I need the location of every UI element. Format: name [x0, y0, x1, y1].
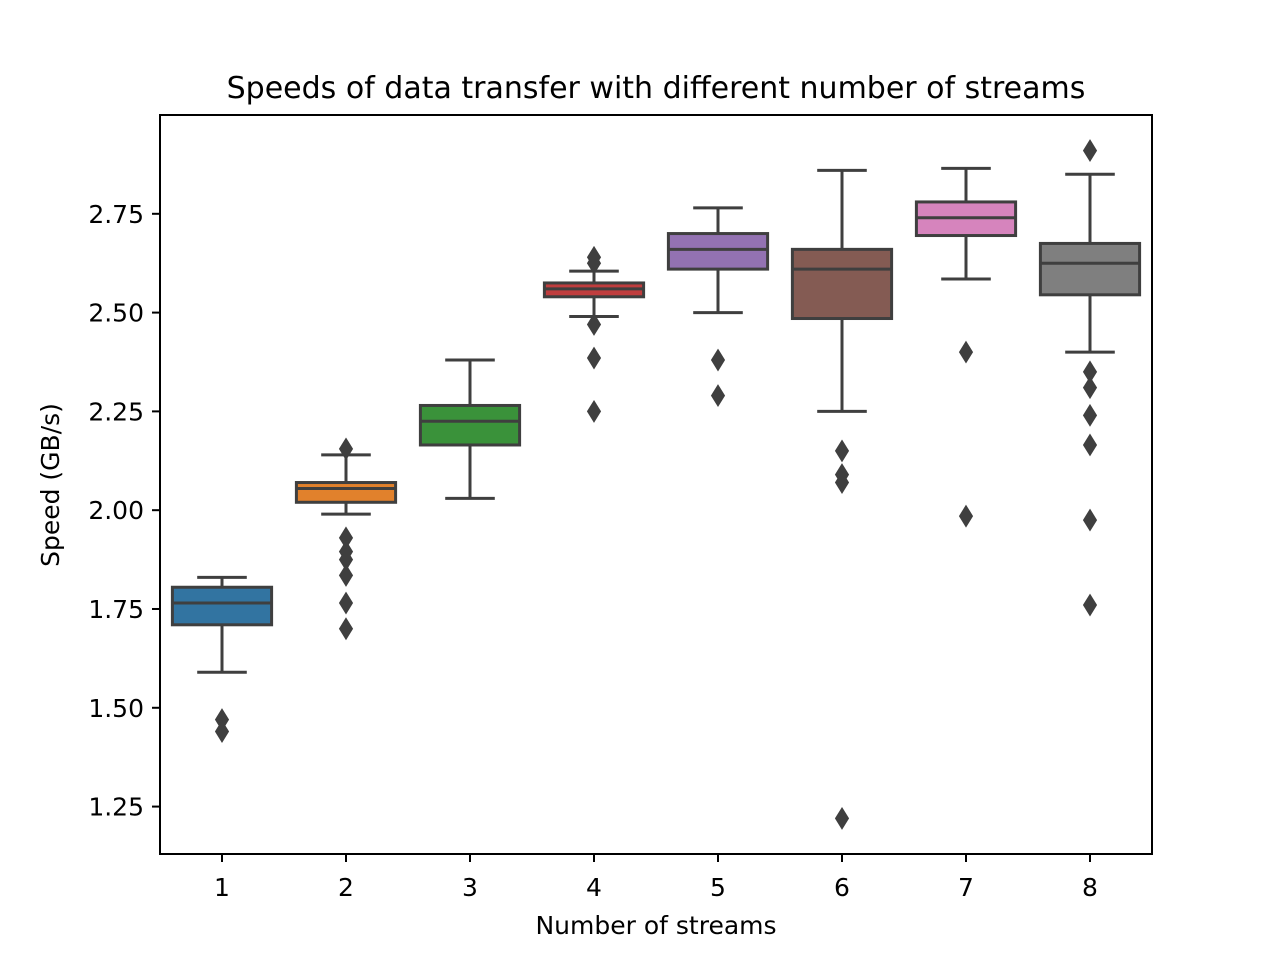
box-group-5	[666, 206, 770, 408]
outlier-point	[338, 617, 354, 641]
box-iqr	[1038, 241, 1142, 297]
x-tick-label: 3	[462, 873, 478, 902]
x-tick-label: 6	[834, 873, 850, 902]
outlier-point	[958, 504, 974, 528]
outlier-point	[834, 806, 850, 830]
x-tick-label: 7	[958, 873, 974, 902]
outlier-point	[834, 439, 850, 463]
y-axis-label: Speed (GB/s)	[36, 403, 65, 567]
chart-title: Speeds of data transfer with different n…	[227, 71, 1086, 106]
outlier-point	[1082, 139, 1098, 163]
box-group-7	[914, 166, 1018, 528]
x-tick-label: 8	[1082, 873, 1098, 902]
x-axis-label: Number of streams	[535, 911, 776, 940]
box-iqr	[170, 585, 274, 627]
x-axis: 1 2 3 4 5 6 7 8	[214, 854, 1098, 902]
box-iqr	[294, 481, 398, 504]
y-tick-label: 2.00	[88, 496, 144, 525]
y-tick-label: 1.50	[88, 694, 144, 723]
outlier-point	[1082, 508, 1098, 532]
outlier-point	[710, 348, 726, 372]
box-group-3	[418, 358, 522, 500]
outlier-point	[214, 720, 230, 743]
outlier-point	[834, 471, 850, 494]
outlier-point	[338, 437, 354, 461]
outlier-point	[338, 563, 354, 587]
outlier-point	[1082, 433, 1098, 457]
box-iqr	[790, 247, 894, 321]
x-tick-label: 1	[214, 873, 230, 902]
outlier-point	[586, 312, 602, 336]
x-tick-label: 2	[338, 873, 354, 902]
box-group-2	[294, 437, 398, 641]
x-tick-label: 4	[586, 873, 602, 902]
box-group-4	[542, 245, 646, 423]
box-iqr	[418, 403, 522, 447]
y-tick-label: 2.50	[88, 299, 144, 328]
outlier-point	[1082, 376, 1098, 400]
plot-marks	[170, 139, 1142, 830]
y-tick-label: 1.75	[88, 595, 144, 624]
y-tick-label: 1.25	[88, 793, 144, 822]
y-tick-label: 2.25	[88, 397, 144, 426]
outlier-point	[1082, 403, 1098, 427]
box-iqr	[666, 232, 770, 271]
box-group-8	[1038, 139, 1142, 617]
x-tick-label: 5	[710, 873, 726, 902]
outlier-point	[958, 340, 974, 364]
box-group-6	[790, 168, 894, 830]
box-group-1	[170, 575, 274, 743]
y-tick-label: 2.75	[88, 200, 144, 229]
outlier-point	[338, 591, 354, 615]
outlier-point	[1082, 593, 1098, 617]
outlier-point	[586, 251, 602, 275]
y-axis: 1.25 1.50 1.75 2.00 2.25 2.50 2.75	[88, 200, 160, 822]
outlier-point	[586, 346, 602, 370]
outlier-point	[710, 384, 726, 408]
plot-frame	[159, 114, 1153, 855]
outlier-point	[586, 399, 602, 423]
